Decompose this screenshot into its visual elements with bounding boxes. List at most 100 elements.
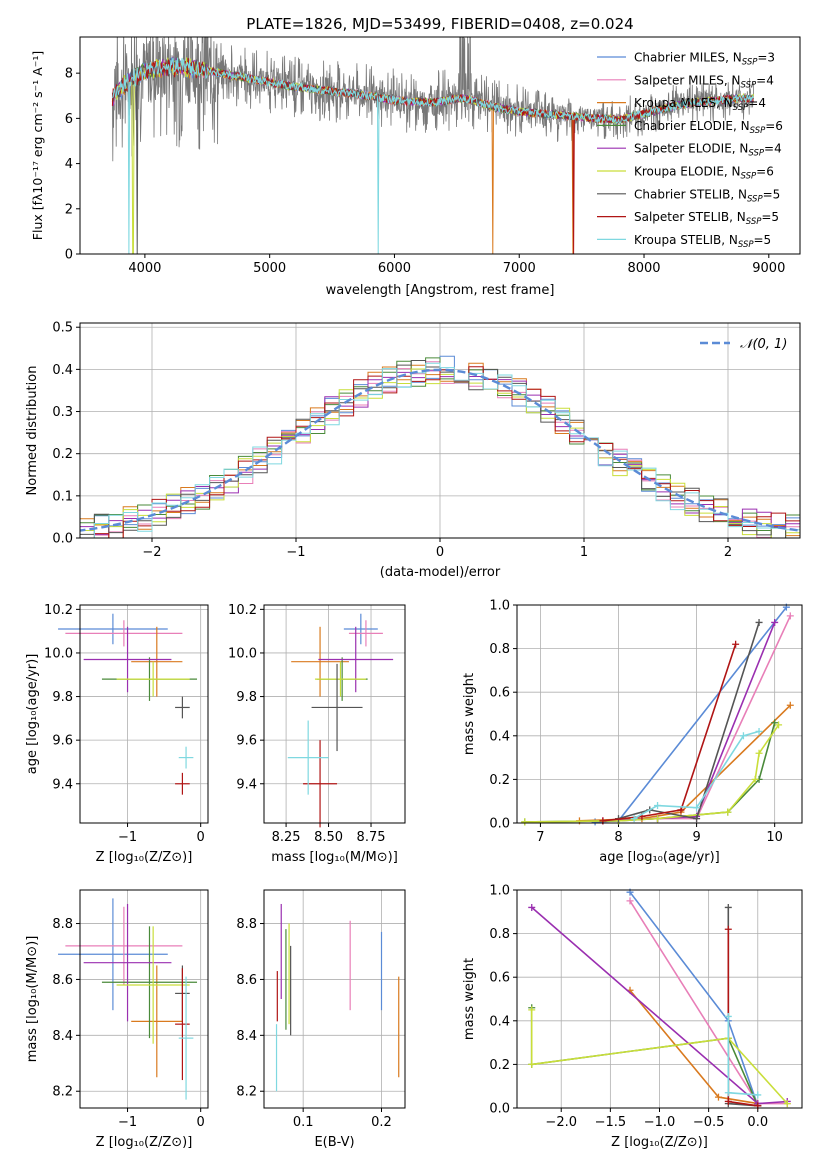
data-point-chabrier_miles (343, 613, 378, 645)
mass_weight_vs_age-axes: 7 8 9 10 0.0 0.2 0.4 0.6 0.8 1.0 age [log₁₀(age/yr… (462, 599, 803, 865)
spectrum-ytick-label: 4 (65, 157, 73, 172)
age_vs_mass-ytick-label: 9.8 (236, 690, 257, 705)
spectrum-plot (111, 37, 755, 254)
mass_vs_Z-frame (79, 889, 209, 1109)
series-marker-kroupa_stelib (755, 727, 763, 735)
data-point-chabrier_stelib (311, 663, 363, 752)
residuals-ytick-label: 0.2 (52, 447, 73, 462)
series-marker-kroupa_elodie (775, 721, 783, 729)
mass_weight_vs_age-xtick-label: 10 (766, 830, 783, 845)
residuals-plot (80, 355, 800, 538)
series-chabrier_elodie (528, 1004, 762, 1110)
model-line-salpeter_stelib (111, 58, 754, 254)
model-line-kroupa_miles (111, 60, 754, 254)
mass_vs_ebv-ytick-label: 8.2 (236, 1085, 257, 1100)
legend-label-salpeter_stelib: Salpeter STELIB, NSSP=5 (634, 210, 779, 227)
age_vs_mass-ytick-label: 10.2 (228, 603, 257, 618)
mass_vs_ebv-frame (263, 889, 406, 1109)
mass_weight_vs_Z-xtick-label: −1.5 (595, 1115, 627, 1130)
residuals-ytick-label: 0.4 (52, 363, 73, 378)
series-marker-kroupa_stelib (724, 1012, 732, 1020)
series-chabrier_stelib (615, 618, 763, 823)
model-line-chabrier_stelib (111, 58, 754, 254)
data-point-salpeter_miles (65, 620, 183, 647)
mass_weight_vs_Z-ylabel: mass weight (462, 958, 477, 1040)
mass_weight_vs_age-ytick-label: 0.0 (489, 817, 510, 832)
series-marker-kroupa_elodie (521, 818, 529, 826)
residuals-legend: 𝒩(0, 1) (700, 337, 787, 352)
residuals-ylabel: Normed distribution (25, 366, 40, 496)
residuals-xlabel: (data-model)/error (380, 565, 501, 580)
spectrum-ytick-label: 0 (65, 248, 73, 263)
legend-label-kroupa_miles: Kroupa MILES, NSSP=4 (634, 96, 766, 113)
mass_weight_vs_Z-xtick-label: −0.5 (693, 1115, 725, 1130)
age_vs_Z-ytick-label: 10.0 (44, 646, 73, 661)
series-marker-kroupa_stelib (739, 732, 747, 740)
series-line-kroupa_elodie (530, 1009, 788, 1105)
age_vs_mass-ytick-label: 10.0 (228, 646, 257, 661)
mass_weight_vs_age-ytick-label: 1.0 (489, 599, 510, 614)
age_vs_Z-xtick-label: −1 (118, 830, 137, 845)
age_vs_mass-ytick-label: 9.6 (236, 734, 257, 749)
series-line-chabrier_elodie (530, 1007, 759, 1107)
mass_weight_vs_Z-xlabel: Z [log₁₀(Z/Z⊙)] (611, 1135, 708, 1150)
data-point-kroupa_elodie (116, 926, 190, 1044)
residuals-xtick-label: 1 (580, 545, 588, 560)
mass_weight_vs_age-xtick-label: 9 (692, 830, 700, 845)
mass_vs_Z-xtick-label: 0 (197, 1115, 205, 1130)
mass_vs_ebv-xtick-label: 0.2 (371, 1115, 392, 1130)
age_vs_mass-xtick-label: 8.50 (314, 830, 343, 845)
mass_weight_vs_age-xlabel: age [log₁₀(age/yr)] (599, 850, 720, 865)
age_vs_Z-ytick-label: 10.2 (44, 603, 73, 618)
age_vs_Z-ytick-label: 9.4 (52, 777, 73, 792)
mass_vs_Z-xtick-label: −1 (118, 1115, 137, 1130)
mass_weight_vs_Z-xtick-label: −1.0 (644, 1115, 676, 1130)
mass_weight_vs_age-ytick-label: 0.4 (489, 729, 510, 744)
age_vs_Z-xlabel: Z [log₁₀(Z/Z⊙)] (96, 850, 193, 865)
observed-spectrum (112, 37, 755, 162)
histogram-kroupa_stelib (80, 362, 800, 538)
mass_vs_Z-ytick-label: 8.2 (52, 1085, 73, 1100)
residuals-ytick-label: 0.0 (52, 532, 73, 547)
mass_weight_vs_age-xtick-label: 8 (614, 830, 622, 845)
mass_vs_ebv-xtick-label: 0.1 (293, 1115, 314, 1130)
mass_weight_vs_age-ytick-label: 0.8 (489, 642, 510, 657)
residuals-xtick-label: −1 (286, 545, 305, 560)
mass_weight_vs_Z-ytick-label: 0.2 (489, 1058, 510, 1073)
data-point-salpeter_miles (65, 906, 183, 986)
age_vs_Z-axes: −1 0 9.4 9.6 9.8 10.0 10.2 Z [log₁₀(Z/Z⊙)] age [… (25, 603, 209, 865)
residuals-xtick-label: 0 (436, 545, 444, 560)
mass_weight_vs_Z-ytick-label: 0.6 (489, 971, 510, 986)
legend-label-salpeter_miles: Salpeter MILES, NSSP=4 (634, 73, 774, 90)
legend-label-gaussian: 𝒩(0, 1) (740, 337, 787, 352)
series-marker-kroupa_stelib (654, 802, 662, 810)
data-point-kroupa_miles (131, 965, 183, 1078)
series-kroupa_stelib (630, 727, 763, 823)
spectrum-legend: Chabrier MILES, NSSP=3 Salpeter MILES, NS… (597, 51, 783, 250)
series-marker-kroupa_elodie (528, 1006, 536, 1014)
residuals-ytick-label: 0.3 (52, 405, 73, 420)
mass_vs_ebv-xlabel: E(B-V) (314, 1135, 354, 1150)
data-point-kroupa_elodie (116, 661, 190, 697)
series-marker-chabrier_stelib (724, 903, 732, 911)
series-marker-kroupa_elodie (755, 749, 763, 757)
data-point-salpeter_elodie (318, 626, 394, 693)
data-point-salpeter_elodie (83, 903, 172, 1022)
series-marker-chabrier_stelib (755, 618, 763, 626)
series-line-salpeter_stelib (602, 643, 737, 822)
series-marker-kroupa_elodie (783, 1100, 791, 1108)
mass_vs_Z-ytick-label: 8.6 (52, 973, 73, 988)
mass_vs_ebv-ytick-label: 8.4 (236, 1029, 257, 1044)
age_vs_Z-xtick-label: 0 (197, 830, 205, 845)
series-line-kroupa_miles (579, 704, 791, 822)
legend-label-chabrier_elodie: Chabrier ELODIE, NSSP=6 (634, 119, 783, 136)
mass_weight_vs_Z-axes: −2.0 −1.5 −1.0 −0.5 0.0 0.0 0.2 0.4 0.6 0.8 1.0 Z [… (462, 884, 803, 1150)
age_vs_mass-frame (263, 604, 406, 824)
series-marker-chabrier_stelib (693, 815, 701, 823)
series-line-chabrier_stelib (618, 622, 760, 820)
data-point-kroupa_stelib (287, 720, 329, 795)
series-marker-kroupa_stelib (754, 1091, 762, 1099)
mass_weight_vs_age-ytick-label: 0.6 (489, 686, 510, 701)
data-point-salpeter_elodie (83, 626, 172, 693)
age_vs_mass-xlabel: mass [log₁₀(M/M⊙)] (271, 850, 398, 865)
